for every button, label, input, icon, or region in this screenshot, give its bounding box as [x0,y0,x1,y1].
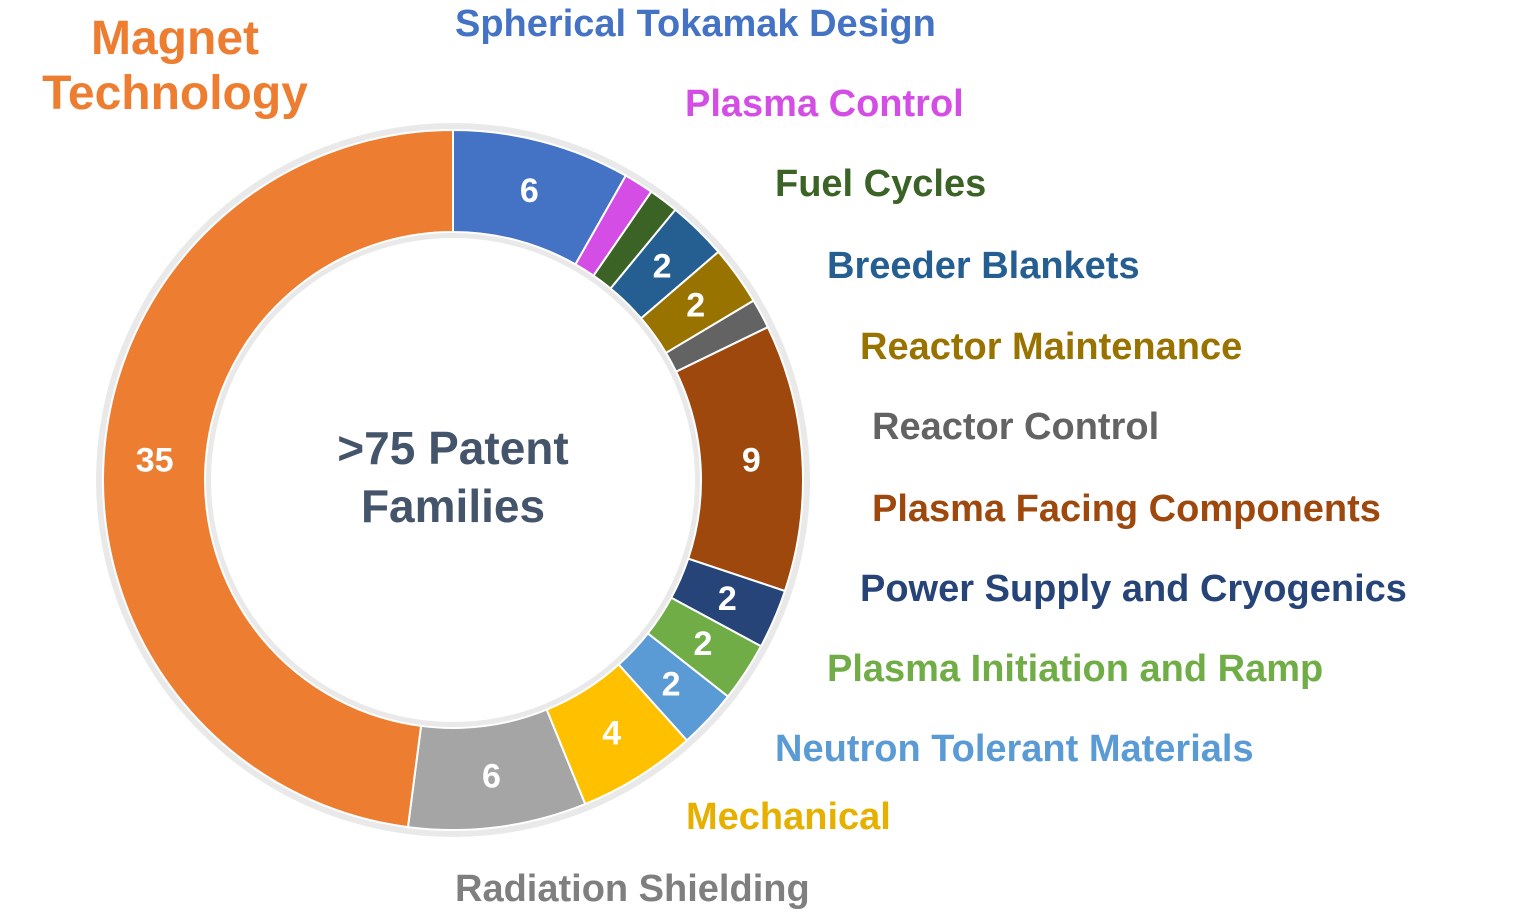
segments [102,128,804,831]
hole [211,238,695,722]
category-label: Breeder Blankets [827,245,1140,288]
category-label: Fuel Cycles [775,163,987,206]
value-label: 9 [742,442,761,480]
value-label: 4 [602,714,621,752]
category-label: Power Supply and Cryogenics [860,568,1407,611]
center-text: >75 Patent Families [337,422,569,532]
value-label: 2 [662,665,681,703]
value-label: 6 [520,172,539,210]
value-label: 6 [482,758,501,796]
value-label: 2 [653,247,672,285]
category-label: Reactor Maintenance [860,326,1243,369]
category-label: Plasma Initiation and Ramp [827,648,1324,691]
category-label: Radiation Shielding [455,868,810,911]
segment [102,128,454,829]
value-label: 2 [693,625,712,663]
category-label: Spherical Tokamak Design [455,3,936,46]
category-label: Plasma Facing Components [872,488,1381,531]
category-label: Neutron Tolerant Materials [775,728,1254,771]
category-label: Plasma Control [685,83,964,126]
category-label: Mechanical [686,796,891,839]
category-label: Magnet Technology [42,11,308,120]
value-label: 2 [686,286,705,324]
value-label: 2 [718,580,737,618]
value-label: 35 [136,442,174,480]
category-label: Reactor Control [872,406,1160,449]
